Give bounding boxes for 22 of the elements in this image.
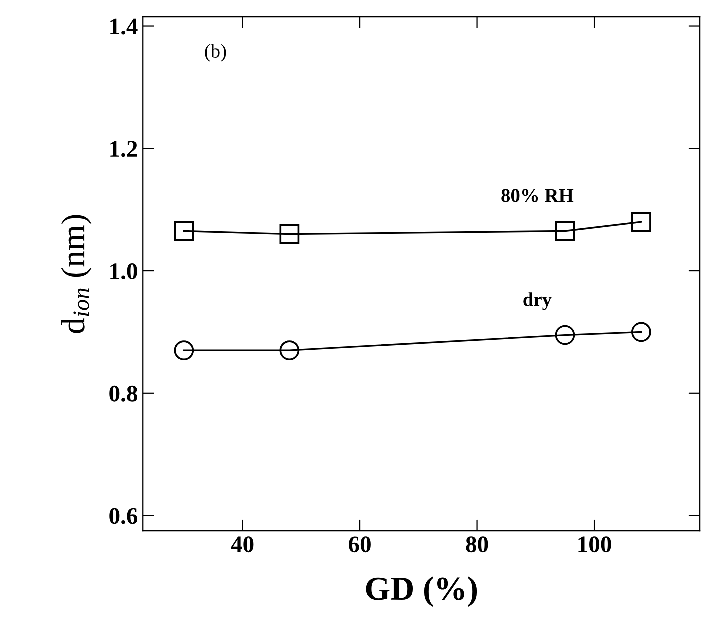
point xyxy=(632,322,652,342)
annotation: (b) xyxy=(205,44,226,62)
x-tick-label: 80 xyxy=(466,536,488,553)
y-tick-label: 0.8 xyxy=(110,386,138,402)
point xyxy=(555,221,576,242)
point xyxy=(174,340,194,361)
point xyxy=(174,221,194,242)
x-axis-title: GD (%) xyxy=(366,576,478,608)
y-tick-label: 1.0 xyxy=(110,264,138,280)
y-tick-label: 0.6 xyxy=(110,508,138,524)
point xyxy=(280,224,300,244)
y-tick-label: 1.4 xyxy=(110,18,138,35)
y-tick-label: 1.2 xyxy=(110,141,138,158)
x-tick-label: 40 xyxy=(231,536,254,553)
series-label: 80% RH xyxy=(502,189,574,202)
series-label: dry xyxy=(524,292,552,310)
x-tick-label: 100 xyxy=(578,536,612,553)
y-axis-title: d$_{ion}$ (nm) xyxy=(61,215,92,334)
point xyxy=(632,212,652,232)
point xyxy=(280,340,300,361)
x-tick-label: 60 xyxy=(349,536,371,553)
point xyxy=(555,325,576,346)
